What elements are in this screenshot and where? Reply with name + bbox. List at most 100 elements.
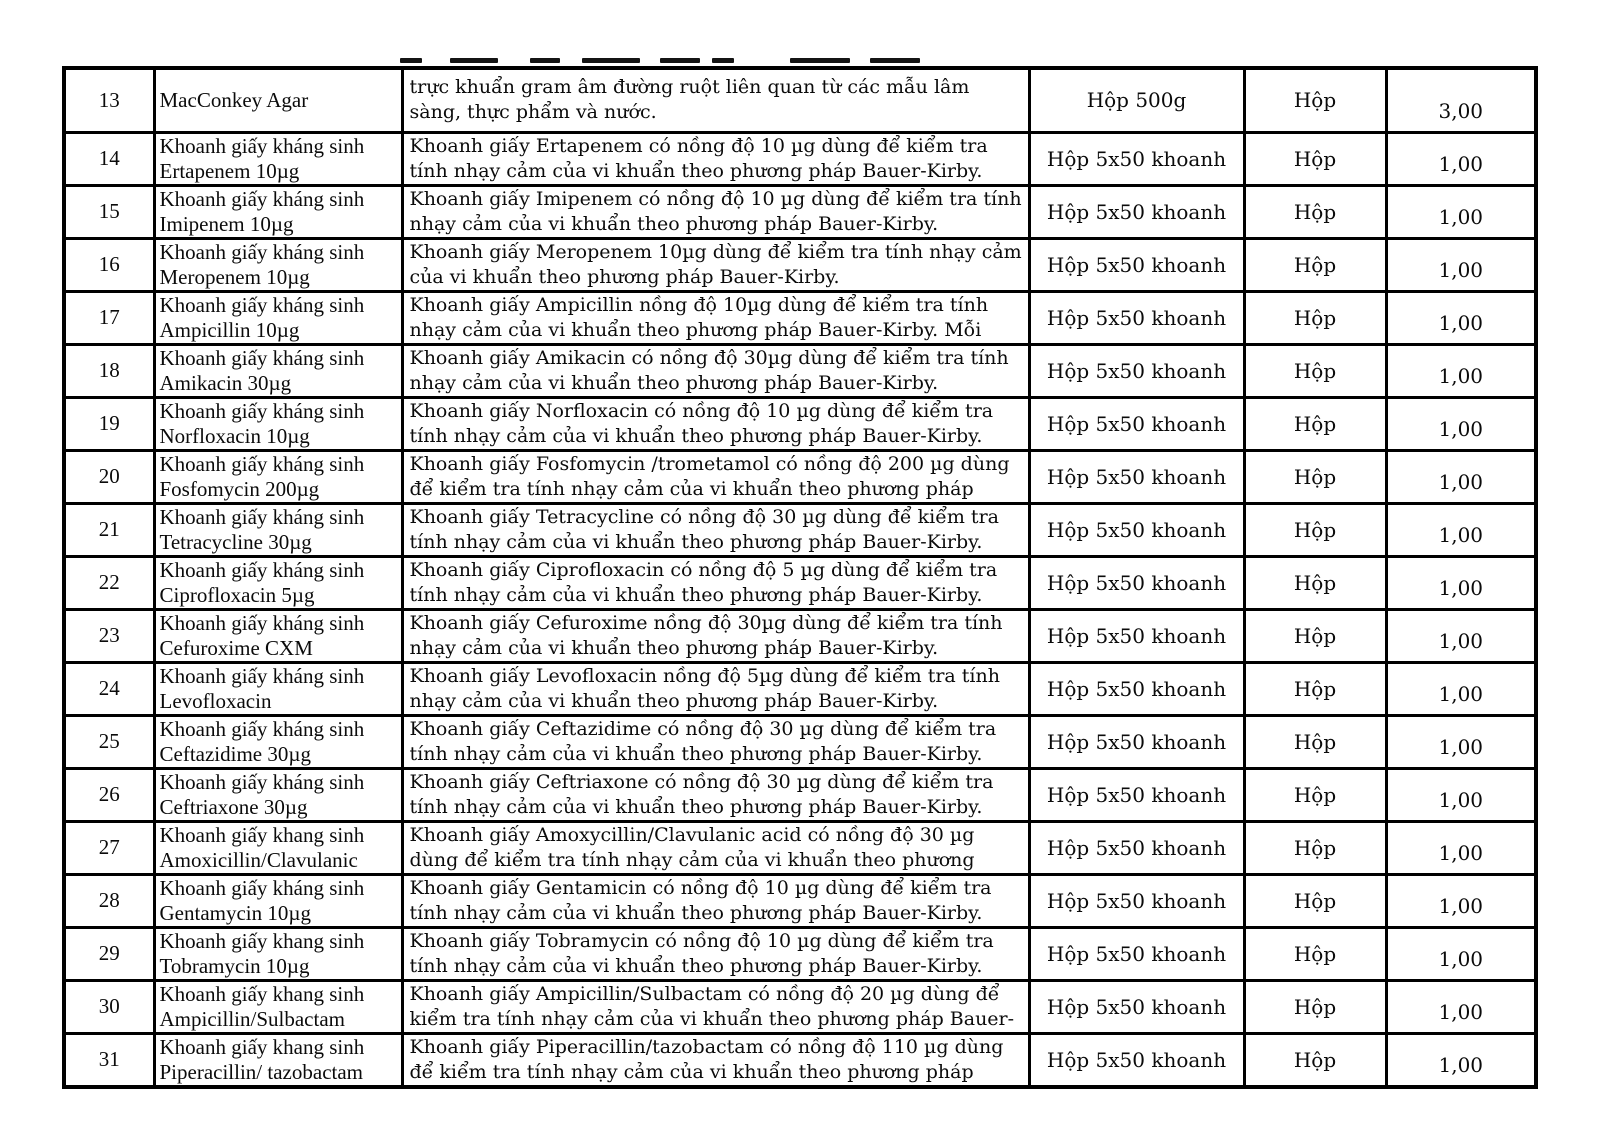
item-name-cell: Khoanh giấy kháng sinh Ceftazidime 30µg (152, 713, 404, 770)
quantity-cell: 1,00 (1384, 395, 1538, 452)
unit-cell: Hộp (1242, 66, 1388, 134)
table-row: 23 Khoanh giấy kháng sinh Cefuroxime CXM… (62, 607, 1538, 664)
unit-cell: Hộp (1242, 978, 1388, 1035)
row-number-cell: 17 (62, 289, 156, 346)
item-description-cell: Khoanh giấy Meropenem 10µg dùng để kiểm … (400, 236, 1031, 293)
item-description-cell: Khoanh giấy Gentamicin có nồng độ 10 µg … (400, 872, 1031, 929)
table-row: 27 Khoanh giấy khang sinh Amoxicillin/Cl… (62, 819, 1538, 876)
table-row: 24 Khoanh giấy kháng sinh Levofloxacin K… (62, 660, 1538, 717)
table-row: 28 Khoanh giấy kháng sinh Gentamycin 10µ… (62, 872, 1538, 929)
item-name-cell: Khoanh giấy kháng sinh Ceftriaxone 30µg (152, 766, 404, 823)
item-name-cell: Khoanh giấy kháng sinh Cefuroxime CXM (152, 607, 404, 664)
quantity-cell: 1,00 (1384, 448, 1538, 505)
unit-cell: Hộp (1242, 925, 1388, 982)
unit-cell: Hộp (1242, 236, 1388, 293)
table-row: 20 Khoanh giấy kháng sinh Fosfomycin 200… (62, 448, 1538, 505)
item-description-cell: Khoanh giấy Tobramycin có nồng độ 10 µg … (400, 925, 1031, 982)
item-description-cell: Khoanh giấy Ceftazidime có nồng độ 30 µg… (400, 713, 1031, 770)
item-description-cell: Khoanh giấy Levofloxacin nồng độ 5µg dùn… (400, 660, 1031, 717)
item-description-cell: trực khuẩn gram âm đường ruột liên quan … (400, 66, 1031, 134)
item-description-cell: Khoanh giấy Amoxycillin/Clavulanic acid … (400, 819, 1031, 876)
packaging-cell: Hộp 5x50 khoanh (1027, 448, 1246, 505)
item-name-cell: Khoanh giấy khang sinh Amoxicillin/Clavu… (152, 819, 404, 876)
table-row: 31 Khoanh giấy khang sinh Piperacillin/ … (62, 1031, 1538, 1088)
packaging-cell: Hộp 5x50 khoanh (1027, 395, 1246, 452)
item-description-cell: Khoanh giấy Ampicillin nồng độ 10µg dùng… (400, 289, 1031, 346)
table-row: 30 Khoanh giấy khang sinh Ampicillin/Sul… (62, 978, 1538, 1035)
quantity-cell: 1,00 (1384, 819, 1538, 876)
packaging-cell: Hộp 5x50 khoanh (1027, 766, 1246, 823)
row-number-cell: 18 (62, 342, 156, 399)
quantity-cell: 1,00 (1384, 872, 1538, 929)
packaging-cell: Hộp 5x50 khoanh (1027, 554, 1246, 611)
item-name-cell: Khoanh giấy kháng sinh Tetracycline 30µg (152, 501, 404, 558)
table-row: 25 Khoanh giấy kháng sinh Ceftazidime 30… (62, 713, 1538, 770)
item-name-cell: Khoanh giấy kháng sinh Gentamycin 10µg (152, 872, 404, 929)
unit-cell: Hộp (1242, 289, 1388, 346)
quantity-cell: 1,00 (1384, 183, 1538, 240)
item-name-cell: Khoanh giấy khang sinh Tobramycin 10µg (152, 925, 404, 982)
unit-cell: Hộp (1242, 448, 1388, 505)
quantity-cell: 1,00 (1384, 766, 1538, 823)
item-name-cell: Khoanh giấy kháng sinh Amikacin 30µg (152, 342, 404, 399)
unit-cell: Hộp (1242, 395, 1388, 452)
packaging-cell: Hộp 5x50 khoanh (1027, 236, 1246, 293)
table-row: 26 Khoanh giấy kháng sinh Ceftriaxone 30… (62, 766, 1538, 823)
row-number-cell: 31 (62, 1031, 156, 1088)
quantity-cell: 1,00 (1384, 236, 1538, 293)
row-number-cell: 19 (62, 395, 156, 452)
packaging-cell: Hộp 5x50 khoanh (1027, 819, 1246, 876)
row-number-cell: 20 (62, 448, 156, 505)
table-row: 13 MacConkey Agar trực khuẩn gram âm đườ… (62, 66, 1538, 134)
item-description-cell: Khoanh giấy Tetracycline có nồng độ 30 µ… (400, 501, 1031, 558)
table-body: 13 MacConkey Agar trực khuẩn gram âm đườ… (62, 66, 1538, 1088)
supply-items-table: 13 MacConkey Agar trực khuẩn gram âm đườ… (62, 66, 1538, 1089)
item-description-cell: Khoanh giấy Ceftriaxone có nồng độ 30 µg… (400, 766, 1031, 823)
packaging-cell: Hộp 5x50 khoanh (1027, 713, 1246, 770)
packaging-cell: Hộp 5x50 khoanh (1027, 607, 1246, 664)
table-row: 21 Khoanh giấy kháng sinh Tetracycline 3… (62, 501, 1538, 558)
item-description-cell: Khoanh giấy Ertapenem có nồng độ 10 µg d… (400, 130, 1031, 187)
packaging-cell: Hộp 5x50 khoanh (1027, 978, 1246, 1035)
quantity-cell: 1,00 (1384, 660, 1538, 717)
row-number-cell: 27 (62, 819, 156, 876)
packaging-cell: Hộp 5x50 khoanh (1027, 289, 1246, 346)
row-number-cell: 26 (62, 766, 156, 823)
quantity-cell: 3,00 (1384, 66, 1538, 134)
row-number-cell: 22 (62, 554, 156, 611)
table-row: 14 Khoanh giấy kháng sinh Ertapenem 10µg… (62, 130, 1538, 187)
table-row: 17 Khoanh giấy kháng sinh Ampicillin 10µ… (62, 289, 1538, 346)
packaging-cell: Hộp 5x50 khoanh (1027, 342, 1246, 399)
item-description-cell: Khoanh giấy Norfloxacin có nồng độ 10 µg… (400, 395, 1031, 452)
packaging-cell: Hộp 5x50 khoanh (1027, 1031, 1246, 1088)
item-name-cell: Khoanh giấy kháng sinh Imipenem 10µg (152, 183, 404, 240)
row-number-cell: 28 (62, 872, 156, 929)
packaging-cell: Hộp 5x50 khoanh (1027, 872, 1246, 929)
item-name-cell: Khoanh giấy kháng sinh Ertapenem 10µg (152, 130, 404, 187)
quantity-cell: 1,00 (1384, 501, 1538, 558)
table-row: 29 Khoanh giấy khang sinh Tobramycin 10µ… (62, 925, 1538, 982)
unit-cell: Hộp (1242, 660, 1388, 717)
item-name-cell: Khoanh giấy kháng sinh Ampicillin 10µg (152, 289, 404, 346)
quantity-cell: 1,00 (1384, 130, 1538, 187)
table-row: 15 Khoanh giấy kháng sinh Imipenem 10µg … (62, 183, 1538, 240)
packaging-cell: Hộp 500g (1027, 66, 1246, 134)
item-name-cell: Khoanh giấy khang sinh Ampicillin/Sulbac… (152, 978, 404, 1035)
unit-cell: Hộp (1242, 713, 1388, 770)
item-name-cell: MacConkey Agar (152, 66, 404, 134)
unit-cell: Hộp (1242, 1031, 1388, 1088)
unit-cell: Hộp (1242, 607, 1388, 664)
quantity-cell: 1,00 (1384, 554, 1538, 611)
table-row: 19 Khoanh giấy kháng sinh Norfloxacin 10… (62, 395, 1538, 452)
item-name-cell: Khoanh giấy kháng sinh Norfloxacin 10µg (152, 395, 404, 452)
quantity-cell: 1,00 (1384, 342, 1538, 399)
quantity-cell: 1,00 (1384, 1031, 1538, 1088)
item-description-cell: Khoanh giấy Imipenem có nồng độ 10 µg dù… (400, 183, 1031, 240)
row-number-cell: 15 (62, 183, 156, 240)
row-number-cell: 14 (62, 130, 156, 187)
unit-cell: Hộp (1242, 183, 1388, 240)
item-description-cell: Khoanh giấy Ampicillin/Sulbactam có nồng… (400, 978, 1031, 1035)
row-number-cell: 23 (62, 607, 156, 664)
row-number-cell: 30 (62, 978, 156, 1035)
